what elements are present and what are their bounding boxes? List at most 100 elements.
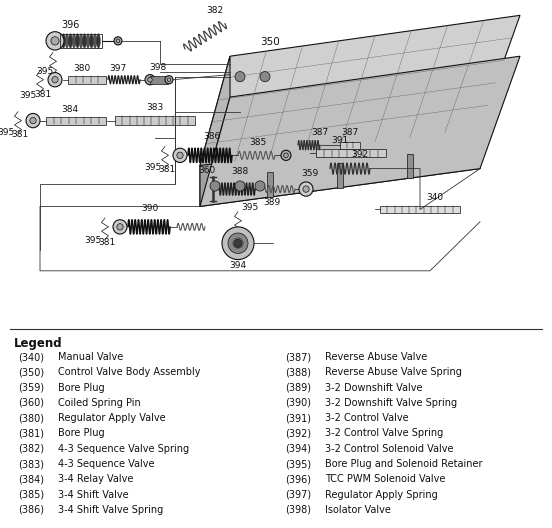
Circle shape — [235, 71, 245, 82]
Circle shape — [177, 152, 183, 158]
Text: 3-2 Control Valve Spring: 3-2 Control Valve Spring — [325, 428, 443, 438]
Text: Regulator Apply Valve: Regulator Apply Valve — [58, 413, 166, 423]
Text: 390: 390 — [141, 204, 158, 213]
Text: 380: 380 — [73, 64, 91, 73]
Text: 3-2 Downshift Valve: 3-2 Downshift Valve — [325, 383, 422, 393]
Text: 392: 392 — [352, 150, 369, 159]
Text: (392): (392) — [285, 428, 311, 438]
Text: 340: 340 — [427, 193, 444, 202]
Circle shape — [113, 220, 127, 234]
Circle shape — [281, 150, 291, 161]
Circle shape — [210, 181, 220, 191]
Text: (397): (397) — [285, 489, 311, 499]
Text: (395): (395) — [285, 459, 311, 469]
Circle shape — [235, 181, 245, 191]
Text: 3-4 Relay Valve: 3-4 Relay Valve — [58, 474, 134, 484]
Text: 381: 381 — [98, 238, 115, 247]
Text: 384: 384 — [61, 105, 78, 114]
Text: TCC PWM Solenoid Valve: TCC PWM Solenoid Valve — [325, 474, 445, 484]
Circle shape — [116, 39, 120, 43]
Polygon shape — [68, 76, 106, 84]
Circle shape — [51, 37, 59, 45]
Circle shape — [114, 37, 122, 45]
Text: 381: 381 — [158, 165, 176, 174]
Text: 389: 389 — [263, 198, 280, 207]
Ellipse shape — [62, 34, 65, 48]
Ellipse shape — [83, 34, 86, 48]
Text: (387): (387) — [285, 352, 311, 362]
Text: 395: 395 — [84, 235, 102, 244]
Text: (350): (350) — [18, 367, 44, 378]
Text: Reverse Abuse Valve: Reverse Abuse Valve — [325, 352, 427, 362]
Text: (384): (384) — [18, 474, 44, 484]
Text: 395: 395 — [145, 163, 162, 172]
Text: (394): (394) — [285, 444, 311, 454]
Text: 388: 388 — [231, 167, 248, 176]
Circle shape — [30, 117, 36, 124]
Circle shape — [173, 148, 187, 163]
Polygon shape — [200, 15, 520, 166]
Text: 387: 387 — [311, 128, 328, 137]
Text: (382): (382) — [18, 444, 44, 454]
Circle shape — [48, 72, 62, 87]
Text: 395: 395 — [241, 203, 259, 212]
Circle shape — [284, 153, 288, 158]
Ellipse shape — [59, 34, 62, 48]
Circle shape — [260, 71, 270, 82]
Circle shape — [117, 224, 123, 230]
Text: (340): (340) — [18, 352, 44, 362]
Ellipse shape — [72, 34, 76, 48]
Circle shape — [52, 77, 58, 83]
Circle shape — [222, 227, 254, 260]
Polygon shape — [115, 116, 195, 125]
Text: Coiled Spring Pin: Coiled Spring Pin — [58, 398, 141, 408]
Ellipse shape — [86, 34, 90, 48]
Circle shape — [145, 74, 155, 85]
Bar — [407, 154, 413, 178]
Text: Isolator Valve: Isolator Valve — [325, 505, 391, 515]
Ellipse shape — [90, 34, 93, 48]
Text: 395: 395 — [19, 90, 36, 100]
Ellipse shape — [79, 34, 83, 48]
Polygon shape — [200, 56, 230, 206]
Text: 3-4 Shift Valve: 3-4 Shift Valve — [58, 489, 129, 499]
Text: (386): (386) — [18, 505, 44, 515]
Text: 4-3 Sequence Valve: 4-3 Sequence Valve — [58, 459, 155, 469]
Polygon shape — [200, 128, 480, 206]
Text: 385: 385 — [250, 138, 267, 147]
Text: (396): (396) — [285, 474, 311, 484]
Text: 3-2 Control Valve: 3-2 Control Valve — [325, 413, 408, 423]
Text: 396: 396 — [61, 20, 79, 30]
Text: (389): (389) — [285, 383, 311, 393]
Text: Control Valve Body Assembly: Control Valve Body Assembly — [58, 367, 200, 378]
Text: 387: 387 — [341, 128, 359, 137]
Circle shape — [255, 181, 265, 191]
Ellipse shape — [97, 34, 100, 48]
Text: 395: 395 — [0, 128, 14, 137]
Text: (398): (398) — [285, 505, 311, 515]
Text: (383): (383) — [18, 459, 44, 469]
Text: 359: 359 — [301, 169, 319, 178]
Text: Bore Plug: Bore Plug — [58, 383, 105, 393]
Text: 391: 391 — [331, 136, 349, 145]
Text: 398: 398 — [150, 63, 167, 72]
Circle shape — [165, 76, 173, 84]
Bar — [60, 34, 102, 48]
Text: (380): (380) — [18, 413, 44, 423]
Bar — [267, 173, 273, 197]
Circle shape — [303, 186, 309, 192]
Text: 394: 394 — [230, 261, 247, 270]
Circle shape — [299, 182, 313, 196]
Text: (391): (391) — [285, 413, 311, 423]
Text: 3-4 Shift Valve Spring: 3-4 Shift Valve Spring — [58, 505, 163, 515]
Polygon shape — [380, 206, 460, 213]
Text: (360): (360) — [18, 398, 44, 408]
Text: (388): (388) — [285, 367, 311, 378]
Text: (359): (359) — [18, 383, 44, 393]
Text: Bore Plug and Solenoid Retainer: Bore Plug and Solenoid Retainer — [325, 459, 482, 469]
Text: 397: 397 — [109, 64, 126, 73]
Circle shape — [26, 114, 40, 128]
Polygon shape — [316, 149, 386, 157]
Text: (385): (385) — [18, 489, 44, 499]
Circle shape — [148, 78, 152, 82]
